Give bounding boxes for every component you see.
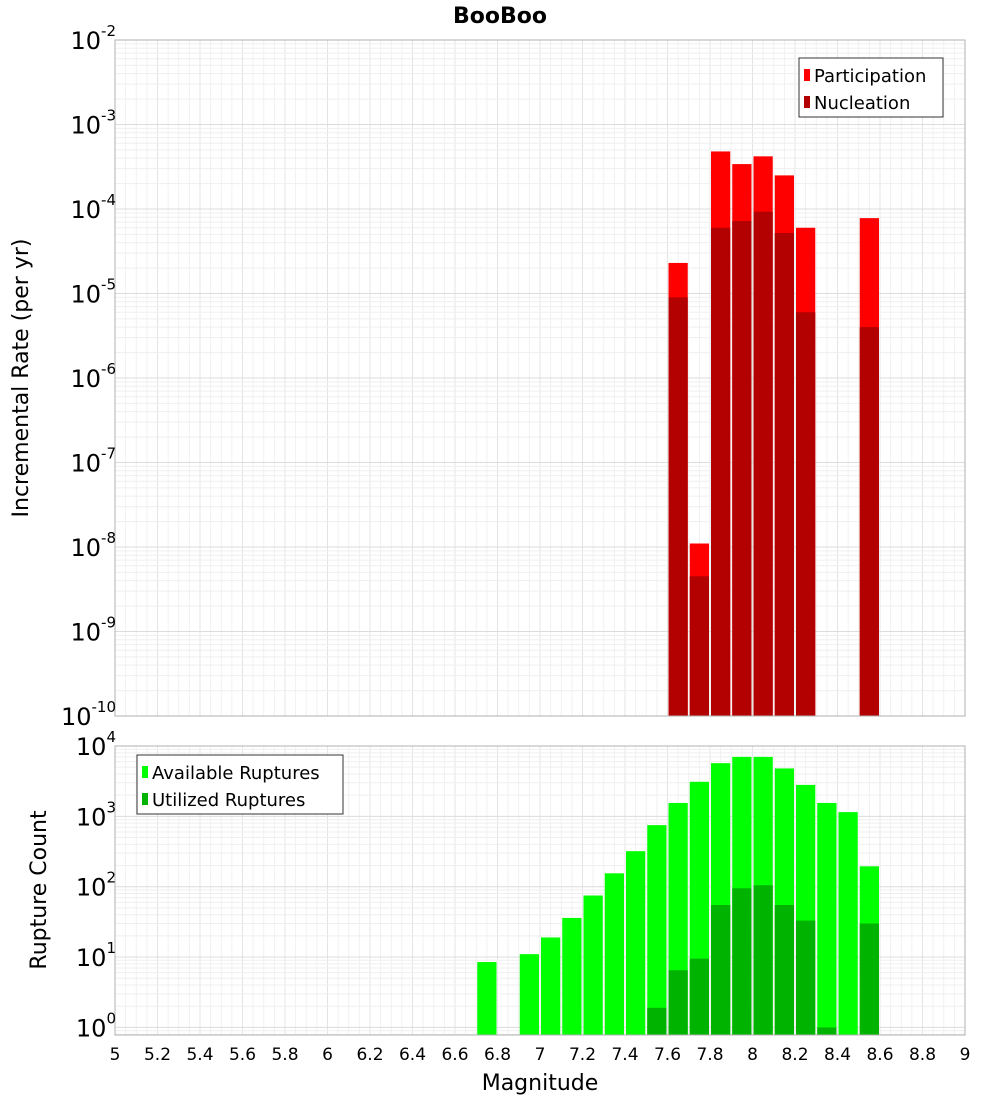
available-ruptures-bar [647, 825, 667, 1035]
available-ruptures-bar [604, 873, 624, 1035]
x-tick-label: 8.4 [824, 1045, 851, 1065]
bottom-plot-bars [477, 756, 879, 1035]
top-y-tick-labels: 10-2 10-3 10-4 10-5 10-6 10-7 10-8 10-9 10-10 [61, 22, 116, 731]
nucleation-bar [796, 312, 816, 716]
legend-box [798, 57, 944, 118]
x-tick-label: 6.6 [441, 1045, 468, 1065]
y-tick-label: 10-3 [70, 107, 116, 140]
x-tick-label: 7.8 [696, 1045, 723, 1065]
y-tick-label: 104 [76, 728, 116, 761]
top-legend: Participation Nucleation [798, 57, 944, 118]
legend-swatch [804, 96, 810, 108]
nucleation-bar [859, 327, 879, 716]
utilized-ruptures-bar [817, 1027, 837, 1035]
y-tick-label: 103 [76, 798, 116, 831]
utilized-ruptures-bar [711, 904, 731, 1035]
available-ruptures-bar [626, 851, 646, 1035]
available-ruptures-bar [562, 917, 582, 1035]
utilized-ruptures-bar [732, 888, 752, 1035]
x-tick-label: 6.2 [356, 1045, 383, 1065]
x-tick-label: 9 [960, 1045, 971, 1065]
x-tick-label: 6.8 [484, 1045, 511, 1065]
legend-swatch [804, 69, 810, 81]
y-tick-label: 10-4 [70, 191, 116, 224]
top-plot-area [114, 39, 966, 717]
y-tick-label: 10-8 [70, 529, 116, 562]
x-tick-labels: 5 5.2 5.4 5.6 5.8 6 6.2 6.4 6.6 6.8 7 7.2 7.4 7.6 7.8 8… [110, 1045, 971, 1065]
nucleation-bar [774, 232, 794, 716]
available-ruptures-bar [519, 954, 539, 1035]
nucleation-bar [668, 297, 688, 716]
bottom-legend: Available Ruptures Utilized Ruptures [136, 754, 344, 815]
legend-label: Participation [814, 66, 926, 87]
x-tick-label: 7.6 [654, 1045, 681, 1065]
bottom-y-axis-label: Rupture Count [27, 810, 52, 970]
available-ruptures-bar [838, 812, 858, 1035]
x-tick-label: 7 [535, 1045, 546, 1065]
y-tick-label: 10-6 [70, 360, 116, 393]
x-tick-label: 5.4 [186, 1045, 213, 1065]
y-tick-label: 10-5 [70, 276, 116, 309]
x-tick-label: 6 [322, 1045, 333, 1065]
x-tick-label: 8 [747, 1045, 758, 1065]
x-tick-label: 5.2 [144, 1045, 171, 1065]
y-tick-label: 100 [76, 1009, 116, 1042]
available-ruptures-bar [477, 962, 497, 1035]
utilized-ruptures-bar [753, 885, 773, 1035]
x-tick-label: 5.6 [229, 1045, 256, 1065]
nucleation-bar [711, 227, 731, 716]
chart-title: BooBoo [453, 4, 547, 29]
available-ruptures-bar [541, 937, 561, 1035]
x-tick-label: 5.8 [271, 1045, 298, 1065]
available-ruptures-bar [817, 802, 837, 1035]
nucleation-bar [732, 221, 752, 716]
nucleation-bar [753, 211, 773, 716]
utilized-ruptures-bar [796, 920, 816, 1035]
legend-box [136, 754, 344, 815]
utilized-ruptures-bar [689, 958, 709, 1035]
legend-swatch [142, 766, 148, 778]
legend-label: Nucleation [814, 93, 910, 114]
x-tick-label: 8.6 [866, 1045, 893, 1065]
y-tick-label: 101 [76, 939, 116, 972]
y-tick-label: 10-10 [61, 698, 116, 731]
x-tick-label: 6.4 [399, 1045, 426, 1065]
y-tick-label: 10-9 [70, 614, 116, 647]
top-y-axis-label: Incremental Rate (per yr) [9, 239, 34, 518]
available-ruptures-bar [583, 895, 603, 1035]
legend-swatch [142, 793, 148, 805]
x-tick-label: 5 [110, 1045, 121, 1065]
top-plot-bars [668, 151, 879, 716]
utilized-ruptures-bar [647, 1007, 667, 1035]
utilized-ruptures-bar [774, 904, 794, 1035]
utilized-ruptures-bar [859, 923, 879, 1035]
utilized-ruptures-bar [668, 970, 688, 1035]
bottom-plot-area [114, 745, 966, 1036]
legend-label: Available Ruptures [152, 763, 320, 784]
x-tick-label: 8.2 [781, 1045, 808, 1065]
x-tick-label: 7.4 [611, 1045, 638, 1065]
x-axis-label: Magnitude [482, 1071, 599, 1096]
bottom-y-tick-labels: 100 101 102 103 104 [76, 728, 116, 1042]
legend-label: Utilized Ruptures [152, 790, 305, 811]
y-tick-label: 102 [76, 869, 116, 902]
y-tick-label: 10-7 [70, 445, 116, 478]
x-tick-label: 8.8 [909, 1045, 936, 1065]
y-tick-label: 10-2 [70, 22, 116, 55]
nucleation-bar [689, 576, 709, 716]
top-plot-gridlines [114, 40, 966, 717]
x-tick-label: 7.2 [569, 1045, 596, 1065]
